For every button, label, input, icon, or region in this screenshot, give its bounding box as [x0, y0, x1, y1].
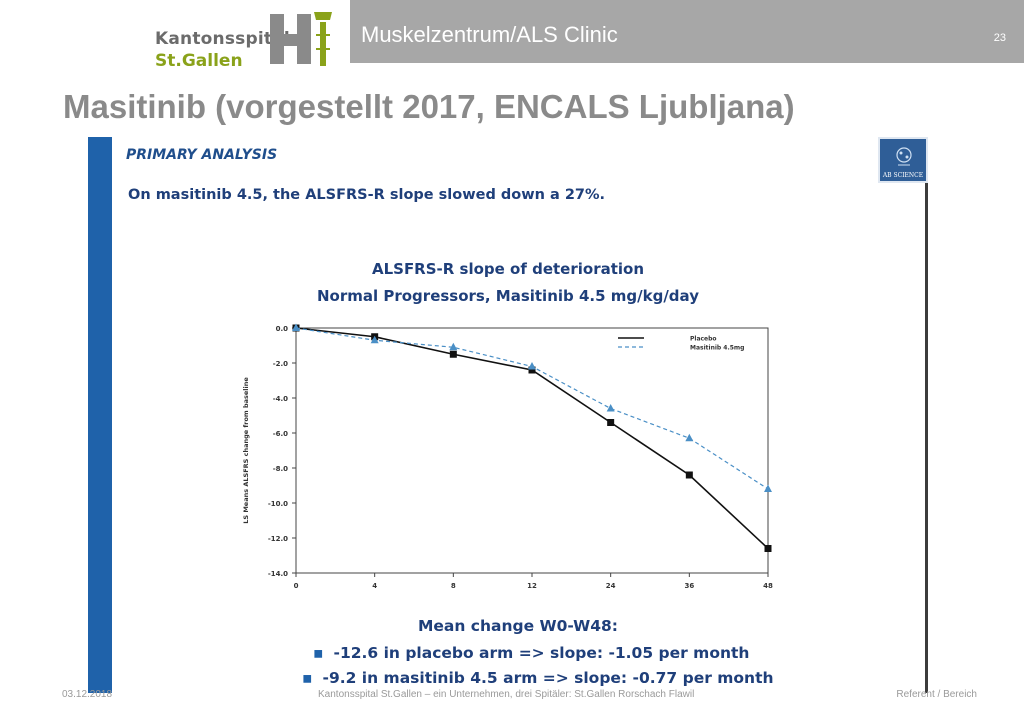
series-line-placebo [295, 327, 769, 550]
data-point-placebo [607, 419, 615, 426]
embedded-slide: PRIMARY ANALYSIS On masitinib 4.5, the A… [88, 137, 928, 693]
x-tick-label: 36 [684, 582, 694, 590]
data-point-masitinib [370, 335, 379, 344]
x-tick-label: 8 [451, 582, 456, 590]
primary-analysis-label: PRIMARY ANALYSIS [126, 147, 278, 163]
bullet-glyph: ▪ [302, 669, 313, 687]
result-headline: On masitinib 4.5, the ALSFRS-R slope slo… [128, 187, 606, 203]
x-tick-label: 0 [294, 582, 299, 590]
footer-organisation: Kantonsspital St.Gallen – ein Unternehme… [318, 689, 695, 700]
ab-science-label: AB SCIENCE [882, 172, 924, 179]
legend-label: Masitinib 4.5mg [690, 345, 744, 352]
bullet-masitinib: ▪ -9.2 in masitinib 4.5 arm => slope: -0.… [302, 669, 774, 687]
slide-title: Masitinib (vorgestellt 2017, ENCALS Ljub… [63, 88, 795, 125]
bullet-masitinib-text: -9.2 in masitinib 4.5 arm => slope: -0.7… [322, 669, 774, 687]
line-chart: 0.0-2.0-4.0-6.0-8.0-10.0-12.0-14.00 4 8 12 2… [242, 323, 773, 590]
chart-title: ALSFRS-R slope of deterioration [371, 260, 645, 278]
footer-presenter: Referent / Bereich [896, 689, 977, 700]
data-point-masitinib [685, 433, 694, 442]
y-axis-label: LS Means ALSFRS change from baseline [242, 377, 250, 524]
chart-subtitle: Normal Progressors, Masitinib 4.5 mg/kg/… [316, 287, 699, 305]
y-tick-label: -6.0 [273, 430, 288, 438]
page-number: 23 [993, 32, 1006, 44]
y-tick-label: -12.0 [268, 535, 288, 543]
logo-line-kantonsspital: Kantonsspital [155, 29, 290, 49]
x-tick-label: 4 [372, 582, 377, 590]
y-tick-label: -14.0 [268, 570, 288, 578]
y-tick-label: -2.0 [273, 360, 288, 368]
hospital-logo: Kantonsspital St.Gallen [0, 0, 350, 75]
footer-date: 03.12.2018 [62, 689, 113, 700]
ab-science-glyph-icon [896, 147, 912, 166]
header-bar: Muskelzentrum/ALS Clinic 23 [350, 0, 1024, 63]
bullet-placebo: ▪ -12.6 in placebo arm => slope: -1.05 pe… [313, 644, 749, 662]
x-tick-label: 24 [606, 582, 616, 590]
y-tick-label: 0.0 [276, 325, 289, 333]
data-point-placebo [685, 471, 693, 479]
bullet-placebo-text: -12.6 in placebo arm => slope: -1.05 per… [333, 644, 750, 662]
logo-wordmark: Kantonsspital St.Gallen [155, 28, 290, 72]
x-tick-label: 12 [527, 582, 537, 590]
y-tick-label: -8.0 [273, 465, 288, 473]
clinic-title: Muskelzentrum/ALS Clinic [361, 22, 618, 47]
data-point-masitinib [764, 484, 772, 492]
legend-label: Placebo [690, 336, 717, 343]
data-point-masitinib [449, 342, 458, 351]
embedded-accent-bar [88, 137, 112, 693]
data-point-placebo [764, 545, 772, 552]
hospital-logo-mark-icon [270, 12, 332, 66]
y-tick-label: -10.0 [268, 500, 288, 508]
mean-change-title: Mean change W0-W48: [417, 617, 619, 635]
logo-line-stgallen: St.Gallen [155, 51, 243, 71]
data-point-masitinib [528, 362, 536, 370]
data-point-placebo [528, 366, 536, 374]
embedded-border-line [925, 137, 928, 693]
ab-science-logo: AB SCIENCE [878, 137, 928, 183]
bullet-glyph: ▪ [313, 644, 324, 662]
x-tick-label: 48 [763, 582, 773, 590]
y-tick-label: -4.0 [273, 395, 288, 403]
data-point-masitinib [292, 323, 300, 331]
data-point-masitinib [606, 404, 615, 412]
series-line-masitinib [295, 327, 769, 490]
data-point-placebo [449, 350, 457, 358]
